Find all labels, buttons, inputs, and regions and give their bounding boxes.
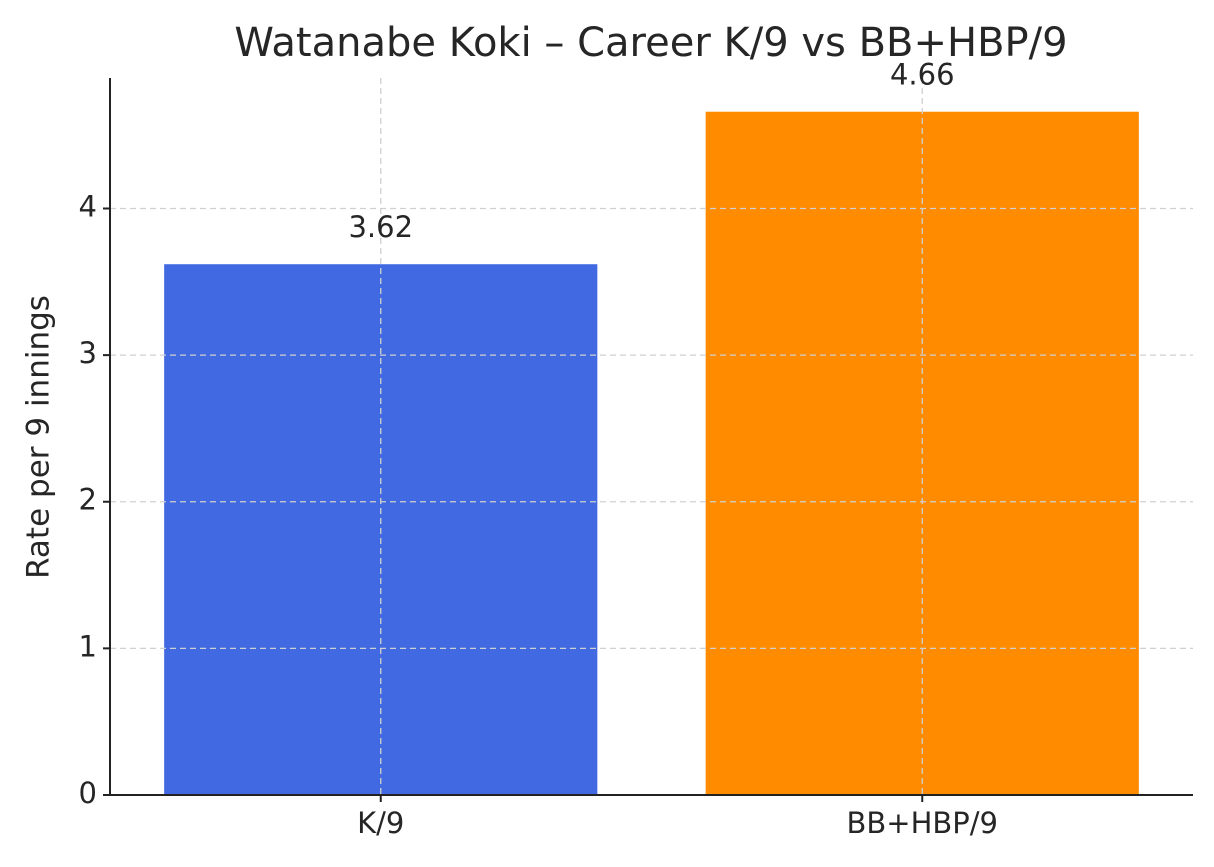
- y-tick-label: 0: [79, 776, 97, 810]
- y-axis-label: Rate per 9 innings: [21, 295, 57, 579]
- chart-title: Watanabe Koki – Career K/9 vs BB+HBP/9: [234, 20, 1067, 66]
- y-tick-label: 4: [79, 189, 97, 223]
- y-tick-label: 1: [79, 629, 97, 663]
- y-tick-label: 2: [79, 483, 97, 517]
- x-tick-label: BB+HBP/9: [847, 806, 999, 840]
- value-label: 3.62: [348, 210, 413, 244]
- y-tick-label: 3: [79, 336, 97, 370]
- value-label: 4.66: [890, 58, 955, 92]
- x-tick-label: K/9: [357, 806, 404, 840]
